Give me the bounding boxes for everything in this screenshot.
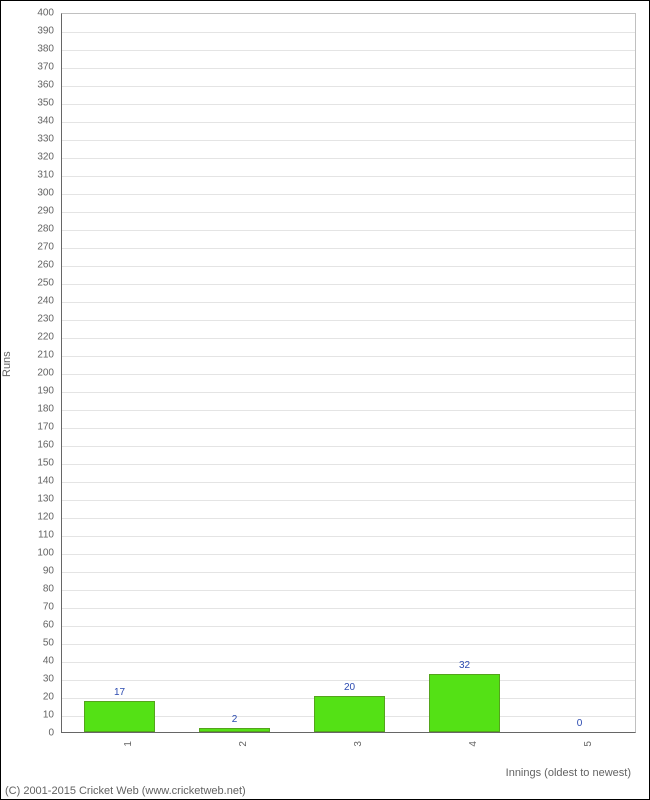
- gridline: [62, 32, 635, 33]
- gridline: [62, 284, 635, 285]
- gridline: [62, 590, 635, 591]
- gridline: [62, 50, 635, 51]
- y-tick-label: 110: [14, 530, 54, 541]
- bar: [314, 696, 385, 732]
- bar-value-label: 20: [344, 682, 355, 693]
- y-tick-label: 120: [14, 512, 54, 523]
- gridline: [62, 356, 635, 357]
- gridline: [62, 248, 635, 249]
- bar-value-label: 32: [459, 660, 470, 671]
- y-tick-label: 260: [14, 260, 54, 271]
- gridline: [62, 158, 635, 159]
- y-tick-label: 50: [14, 638, 54, 649]
- y-tick-label: 340: [14, 116, 54, 127]
- gridline: [62, 662, 635, 663]
- y-tick-label: 20: [14, 692, 54, 703]
- chart-frame: 17220320 0102030405060708090100110120130…: [0, 0, 650, 800]
- x-tick-label: 4: [468, 741, 479, 747]
- y-tick-label: 30: [14, 674, 54, 685]
- y-tick-label: 390: [14, 26, 54, 37]
- y-tick-label: 170: [14, 422, 54, 433]
- gridline: [62, 122, 635, 123]
- y-tick-label: 140: [14, 476, 54, 487]
- y-tick-label: 210: [14, 350, 54, 361]
- y-tick-label: 200: [14, 368, 54, 379]
- bar-value-label: 0: [577, 718, 583, 729]
- x-tick-label: 2: [238, 741, 249, 747]
- y-tick-label: 100: [14, 548, 54, 559]
- y-tick-label: 190: [14, 386, 54, 397]
- gridline: [62, 338, 635, 339]
- bar: [429, 674, 500, 732]
- gridline: [62, 482, 635, 483]
- gridline: [62, 374, 635, 375]
- gridline: [62, 104, 635, 105]
- y-tick-label: 370: [14, 62, 54, 73]
- y-tick-label: 0: [14, 728, 54, 739]
- x-axis-title: Innings (oldest to newest): [506, 767, 631, 779]
- x-tick-label: 3: [353, 741, 364, 747]
- gridline: [62, 446, 635, 447]
- y-tick-label: 330: [14, 134, 54, 145]
- x-tick-label: 1: [123, 741, 134, 747]
- gridline: [62, 464, 635, 465]
- y-tick-label: 270: [14, 242, 54, 253]
- y-tick-label: 220: [14, 332, 54, 343]
- y-tick-label: 130: [14, 494, 54, 505]
- gridline: [62, 266, 635, 267]
- bar: [199, 728, 270, 732]
- y-axis-title: Runs: [1, 351, 13, 377]
- y-tick-label: 10: [14, 710, 54, 721]
- gridline: [62, 518, 635, 519]
- y-tick-label: 230: [14, 314, 54, 325]
- copyright-text: (C) 2001-2015 Cricket Web (www.cricketwe…: [5, 785, 246, 797]
- y-tick-label: 400: [14, 8, 54, 19]
- y-tick-label: 290: [14, 206, 54, 217]
- plot-area: 17 2 20 32 0: [61, 13, 636, 733]
- y-tick-label: 300: [14, 188, 54, 199]
- gridline: [62, 554, 635, 555]
- gridline: [62, 392, 635, 393]
- y-tick-label: 310: [14, 170, 54, 181]
- y-tick-label: 240: [14, 296, 54, 307]
- bar-value-label: 17: [114, 687, 125, 698]
- y-tick-label: 350: [14, 98, 54, 109]
- gridline: [62, 194, 635, 195]
- gridline: [62, 500, 635, 501]
- gridline: [62, 626, 635, 627]
- y-tick-label: 60: [14, 620, 54, 631]
- y-tick-label: 80: [14, 584, 54, 595]
- y-tick-label: 250: [14, 278, 54, 289]
- y-tick-label: 280: [14, 224, 54, 235]
- y-tick-label: 40: [14, 656, 54, 667]
- x-tick-label: 5: [583, 741, 594, 747]
- y-tick-label: 70: [14, 602, 54, 613]
- gridline: [62, 428, 635, 429]
- gridline: [62, 320, 635, 321]
- y-tick-label: 160: [14, 440, 54, 451]
- y-tick-label: 380: [14, 44, 54, 55]
- bar: [84, 701, 155, 732]
- gridline: [62, 176, 635, 177]
- y-tick-label: 150: [14, 458, 54, 469]
- gridline: [62, 644, 635, 645]
- gridline: [62, 572, 635, 573]
- gridline: [62, 230, 635, 231]
- y-tick-label: 180: [14, 404, 54, 415]
- y-tick-label: 320: [14, 152, 54, 163]
- gridline: [62, 536, 635, 537]
- gridline: [62, 608, 635, 609]
- gridline: [62, 680, 635, 681]
- bar-value-label: 2: [232, 714, 238, 725]
- gridline: [62, 212, 635, 213]
- gridline: [62, 86, 635, 87]
- y-tick-label: 360: [14, 80, 54, 91]
- gridline: [62, 68, 635, 69]
- y-tick-label: 90: [14, 566, 54, 577]
- gridline: [62, 140, 635, 141]
- gridline: [62, 302, 635, 303]
- gridline: [62, 410, 635, 411]
